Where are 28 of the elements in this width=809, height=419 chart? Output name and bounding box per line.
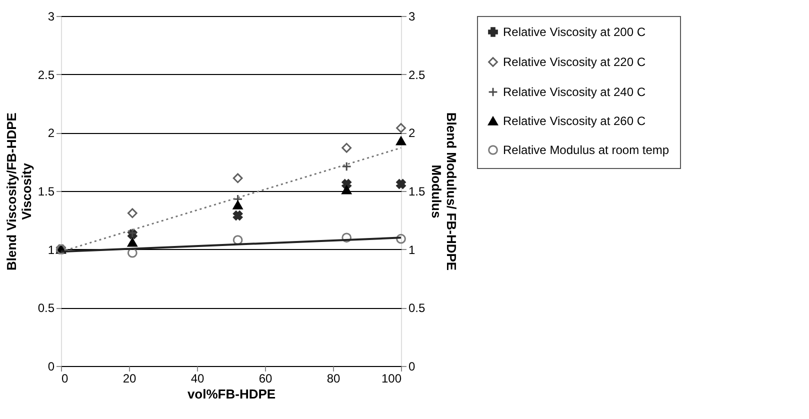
x-tick-label: 20: [122, 372, 136, 386]
x-tick-label: 100: [381, 372, 402, 386]
x-axis-title: vol%FB-HDPE: [187, 386, 276, 402]
legend-label: Relative Viscosity at 240 C: [503, 85, 646, 99]
y-tick-label: 3: [48, 10, 55, 24]
y2-tick-label: 1: [408, 242, 416, 257]
y2-tick-label: 3: [408, 10, 416, 24]
y2-tick-label: 0: [408, 360, 416, 374]
legend-label: Relative Viscosity at 260 C: [503, 114, 646, 128]
y-tick-label: 0.5: [38, 301, 55, 316]
legend-label: Relative Modulus at room temp: [503, 143, 670, 157]
x-tick-label: 0: [62, 372, 68, 386]
y2-tick-label: 2.5: [408, 68, 426, 82]
y-tick-label: 1: [48, 242, 55, 257]
y-axis-title: Blend Viscosity/FB-HDPE Viscosity: [4, 112, 34, 270]
x-tick-label: 40: [190, 372, 204, 386]
y-tick-label: 2.5: [38, 68, 55, 82]
x-tick-label: 80: [326, 372, 340, 386]
y2-axis-title: Blend Modulus/ FB-HDPE Modulus: [429, 112, 460, 271]
x-tick-label: 60: [258, 372, 272, 386]
y-tick-label: 2: [48, 126, 55, 140]
y2-tick-label: 1.5: [408, 184, 426, 198]
y2-tick-label: 2: [408, 126, 416, 140]
y-tick-label: 1.5: [38, 184, 55, 198]
y-tick-label: 0: [48, 360, 55, 374]
y2-tick-label: 0.5: [408, 301, 426, 316]
legend-label: Relative Viscosity at 220 C: [503, 55, 646, 69]
legend-label: Relative Viscosity at 200 C: [503, 25, 646, 39]
